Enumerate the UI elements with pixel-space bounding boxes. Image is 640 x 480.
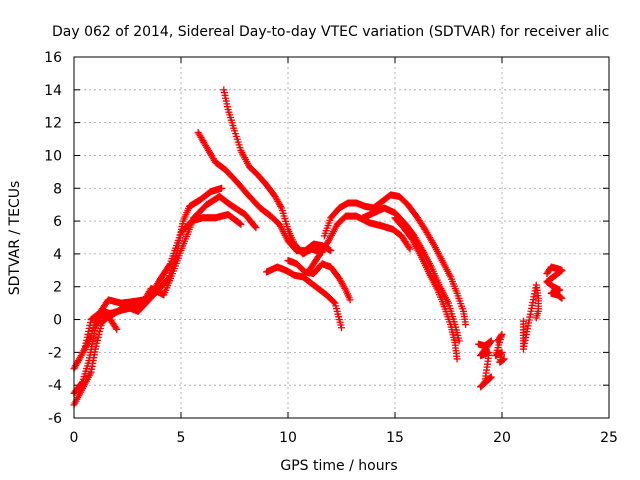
- series-track-m: [474, 337, 495, 391]
- data-point: [453, 355, 461, 363]
- y-axis-label: SDTVAR / TECUs: [7, 181, 23, 296]
- series-track-i: [305, 212, 414, 274]
- y-tick-label: 10: [44, 148, 62, 164]
- y-tick-label: 8: [53, 181, 62, 197]
- x-tick-label: 25: [600, 430, 618, 446]
- data-point: [462, 320, 470, 328]
- series-track-l: [391, 214, 461, 363]
- series-track-a: [70, 192, 260, 373]
- data-point: [499, 356, 507, 364]
- data-point: [406, 245, 414, 253]
- data-point: [557, 294, 565, 302]
- x-tick-label: 0: [70, 430, 79, 446]
- y-tick-label: 6: [53, 214, 62, 230]
- series-track-b: [70, 211, 245, 397]
- data-point: [327, 247, 335, 255]
- data-point: [477, 382, 485, 390]
- data-point: [405, 244, 413, 252]
- series-track-p: [543, 263, 566, 302]
- data-point: [500, 355, 508, 363]
- x-axis-label: GPS time / hours: [280, 458, 397, 474]
- data-point: [477, 383, 485, 391]
- series-track-g: [263, 263, 345, 332]
- y-tick-label: 12: [44, 116, 62, 132]
- x-tick-labels: 0 5 10 15 20 25: [70, 430, 618, 446]
- plot-frame: [73, 56, 610, 419]
- y-tick-label: -6: [48, 411, 62, 427]
- series-track-h: [284, 256, 354, 304]
- y-tick-label: 16: [44, 50, 62, 66]
- y-tick-label: 2: [53, 280, 62, 296]
- data-point: [113, 325, 121, 333]
- axis-ticks: [73, 56, 610, 419]
- y-tick-label: 14: [44, 83, 62, 99]
- x-tick-label: 10: [279, 430, 297, 446]
- grid-lines: [74, 57, 609, 418]
- chart-title: Day 062 of 2014, Sidereal Day-to-day VTE…: [52, 24, 609, 40]
- y-tick-labels: -6 -4 -2 0 2 4 6 8 10 12 14 16: [44, 50, 62, 427]
- data-marks: [70, 86, 566, 409]
- data-point: [112, 324, 120, 332]
- data-point: [80, 347, 88, 355]
- x-tick-label: 15: [386, 430, 404, 446]
- data-point: [252, 224, 260, 232]
- data-point: [330, 298, 338, 306]
- x-tick-label: 20: [493, 430, 511, 446]
- series-track-d: [81, 184, 226, 353]
- data-point: [338, 324, 345, 332]
- data-point: [163, 276, 171, 284]
- data-point: [455, 337, 463, 345]
- data-point: [532, 314, 540, 322]
- data-point: [346, 296, 354, 304]
- data-point: [237, 220, 245, 228]
- data-point: [251, 223, 259, 231]
- x-tick-label: 5: [177, 430, 186, 446]
- data-point: [341, 284, 349, 292]
- series-track-j: [320, 191, 470, 328]
- data-point: [218, 184, 226, 192]
- data-point: [236, 220, 244, 228]
- y-tick-label: -4: [48, 378, 62, 394]
- series-track-o: [519, 281, 542, 353]
- series-track-f: [220, 86, 326, 258]
- y-tick-label: 4: [53, 247, 62, 263]
- y-tick-label: -2: [48, 345, 62, 361]
- series-track-n: [492, 330, 508, 366]
- data-point: [277, 202, 285, 210]
- y-tick-label: 0: [53, 313, 62, 329]
- data-point: [558, 294, 566, 302]
